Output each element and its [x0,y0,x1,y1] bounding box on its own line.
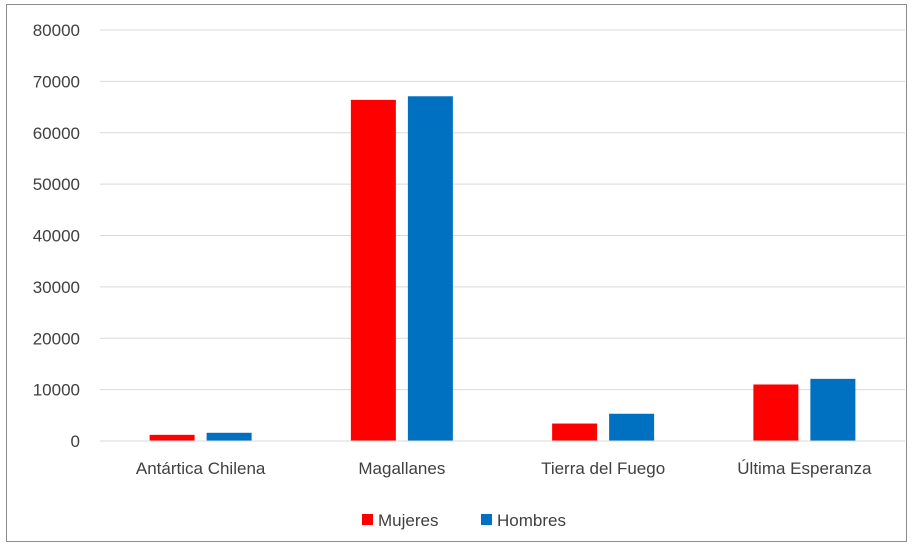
x-tick-label: Tierra del Fuego [541,459,665,478]
y-tick-label: 60000 [33,124,80,143]
bar-hombres-3 [810,378,856,441]
legend-swatch-mujeres [362,514,373,525]
y-tick-label: 70000 [33,72,80,91]
bar-mujeres-0 [149,434,195,441]
legend-label-hombres: Hombres [497,511,566,530]
bar-hombres-0 [206,432,252,441]
bars [149,96,856,442]
x-tick-label: Antártica Chilena [136,459,266,478]
bar-hombres-1 [407,96,453,442]
bar-mujeres-2 [552,423,598,441]
x-axis-tick-labels: Antártica Chilena Magallanes Tierra del Fu… [136,459,872,478]
legend-swatch-hombres [481,514,492,525]
y-tick-label: 10000 [33,381,80,400]
x-tick-label: Magallanes [358,459,445,478]
y-tick-label: 30000 [33,278,80,297]
gridlines [100,29,905,391]
y-tick-label: 80000 [33,21,80,40]
bar-mujeres-3 [753,384,799,441]
y-tick-label: 40000 [33,227,80,246]
legend-label-mujeres: Mujeres [378,511,438,530]
bar-hombres-2 [609,413,655,441]
chart-frame [6,4,907,542]
y-tick-label: 0 [71,432,80,451]
bar-mujeres-1 [350,99,396,442]
y-tick-label: 20000 [33,329,80,348]
x-tick-label: Última Esperanza [737,459,872,478]
y-axis-tick-labels: 0 10000 20000 30000 40000 50000 60000 70000 8000… [33,21,80,451]
y-tick-label: 50000 [33,175,80,194]
legend: Mujeres Hombres [362,511,566,530]
